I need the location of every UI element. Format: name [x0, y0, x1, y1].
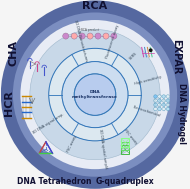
Circle shape: [162, 107, 165, 111]
Circle shape: [111, 33, 117, 39]
Circle shape: [95, 33, 101, 39]
Circle shape: [154, 95, 157, 98]
Text: 3D DNA Nanostructures: 3D DNA Nanostructures: [73, 19, 88, 62]
Circle shape: [30, 29, 160, 160]
Text: DNA Tetrahedron: DNA Tetrahedron: [17, 177, 92, 186]
Circle shape: [162, 99, 165, 102]
Text: Electrochemical: Electrochemical: [132, 105, 161, 118]
Text: Fluorescence assay: Fluorescence assay: [105, 24, 120, 59]
Circle shape: [13, 12, 177, 177]
Text: FEC assay: FEC assay: [123, 128, 138, 145]
Text: HCR: HCR: [4, 90, 13, 116]
Circle shape: [71, 33, 77, 39]
Circle shape: [166, 107, 170, 111]
Text: 3D DNA spatial amplif.: 3D DNA spatial amplif.: [98, 129, 108, 170]
Circle shape: [154, 107, 157, 111]
Circle shape: [158, 107, 161, 111]
Circle shape: [87, 33, 93, 39]
Circle shape: [79, 33, 85, 39]
Circle shape: [63, 33, 69, 39]
Circle shape: [166, 99, 170, 102]
Circle shape: [162, 103, 165, 106]
Text: 3D DNA signal amp.: 3D DNA signal amp.: [32, 112, 65, 135]
Text: EXPAR: EXPAR: [172, 39, 182, 74]
Circle shape: [62, 62, 128, 128]
Circle shape: [74, 74, 116, 115]
Text: G-quadruplex: G-quadruplex: [96, 177, 154, 186]
Text: FSC assay: FSC assay: [66, 135, 78, 153]
Circle shape: [49, 48, 141, 141]
Text: SERS: SERS: [129, 51, 139, 61]
Circle shape: [158, 103, 161, 106]
Circle shape: [103, 33, 109, 39]
Circle shape: [149, 48, 153, 52]
Text: RCA: RCA: [82, 2, 108, 11]
Circle shape: [158, 95, 161, 98]
Circle shape: [20, 20, 170, 169]
Text: High sensitivity: High sensitivity: [134, 75, 162, 86]
Text: CHA: CHA: [8, 40, 18, 66]
Text: RCA product: RCA product: [81, 28, 99, 32]
Text: DNA Hydrogel: DNA Hydrogel: [177, 83, 186, 144]
Circle shape: [166, 95, 170, 98]
Circle shape: [158, 99, 161, 102]
Circle shape: [154, 103, 157, 106]
Circle shape: [162, 95, 165, 98]
Text: DNA
methyltransferase: DNA methyltransferase: [72, 90, 118, 99]
Circle shape: [166, 103, 170, 106]
Circle shape: [154, 99, 157, 102]
